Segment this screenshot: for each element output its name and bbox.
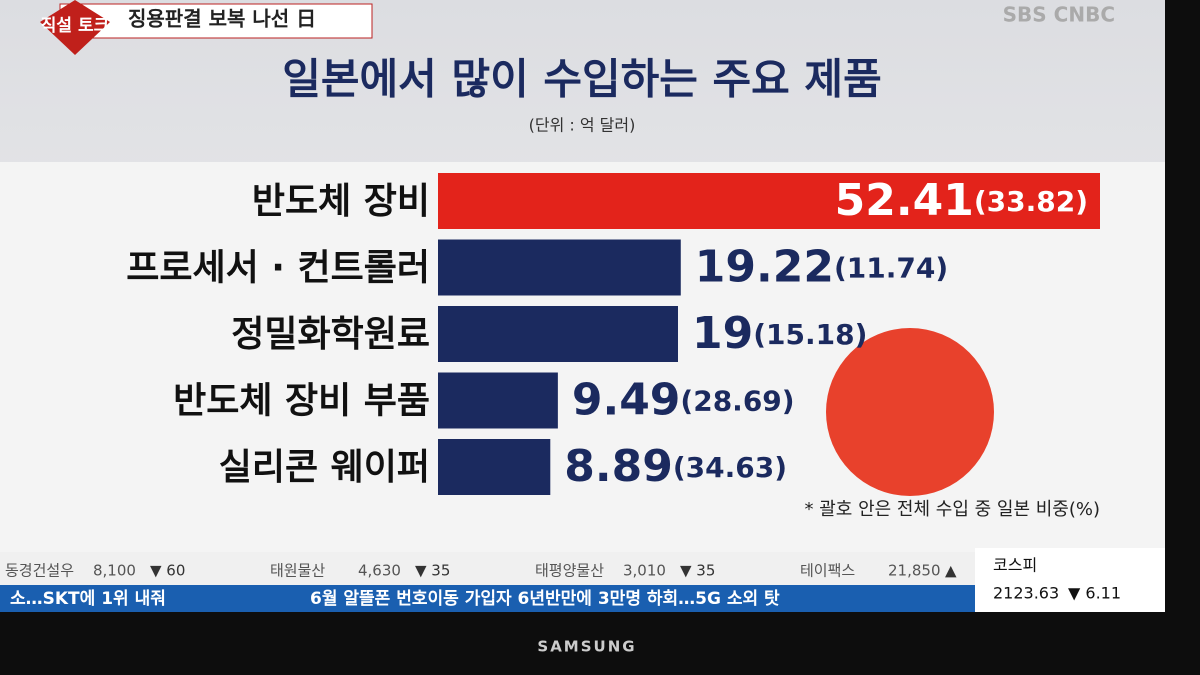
share-label: (11.74): [834, 252, 948, 285]
stock-ticker: [0, 555, 975, 585]
note: * 괄호 안은 전체 수입 중 일본 비중(%): [805, 499, 1100, 520]
stock-change: ▼ 35: [680, 562, 715, 580]
category-label: 실리콘 웨이퍼: [219, 447, 430, 488]
stock-change: ▲: [945, 562, 957, 580]
japan-flag-circle: [826, 328, 994, 496]
value-label-group: 9.49(28.69): [572, 375, 795, 426]
value-label: 9.49: [572, 375, 681, 426]
stock-name: 동경건설우: [5, 562, 74, 580]
category-label: 반도체 장비 부품: [173, 381, 430, 422]
value-label: 19: [692, 308, 753, 359]
chart-title: 일본에서 많이 수입하는 주요 제품: [282, 55, 881, 104]
headline: 징용판결 보복 나선 日: [128, 7, 316, 31]
brand: SAMSUNG: [537, 638, 636, 656]
headline-box: [59, 3, 373, 39]
news-item: 소…SKT에 1위 내줘: [10, 589, 166, 609]
stock-change: ▼ 60: [150, 562, 185, 580]
share-label: (28.69): [680, 385, 794, 418]
tag-badge: [40, 0, 110, 55]
value-label-group: 8.89(34.63): [564, 441, 787, 492]
share-label: (15.18): [753, 318, 867, 351]
index-box: [975, 548, 1165, 612]
index-name: 코스피: [993, 556, 1037, 575]
category-label: 반도체 장비: [252, 181, 430, 222]
channel-logo: SBS CNBC: [1003, 3, 1115, 27]
stock-name: 태원물산: [270, 562, 325, 580]
news-item: 6월 알뜰폰 번호이동 가입자 6년반만에 3만명 하회…5G 소외 탓: [310, 589, 780, 609]
index-value: 2123.63: [993, 584, 1059, 603]
stock-price: 8,100: [93, 562, 136, 580]
value-label: 19.22: [695, 242, 834, 293]
bar: [438, 439, 551, 495]
bar: [438, 173, 1100, 229]
value-label-group: 19(15.18): [692, 308, 867, 359]
value-label: 8.89: [564, 441, 673, 492]
stock-price: 4,630: [358, 562, 401, 580]
value-label-group: 19.22(11.74): [695, 242, 948, 293]
news-ticker: [0, 585, 975, 612]
chart-subtitle: (단위 : 억 달러): [529, 116, 636, 135]
stock-name: 태평양물산: [535, 562, 604, 580]
stock-change: ▼ 35: [415, 562, 450, 580]
bar: [438, 239, 681, 296]
stock-price: 3,010: [623, 562, 666, 580]
stock-price: 21,850: [888, 562, 941, 580]
value-label: 52.41: [835, 175, 974, 226]
bar: [438, 372, 558, 429]
program-tag: 직설 토크: [41, 16, 110, 36]
stock-name: 테이팩스: [800, 562, 855, 580]
category-label: 정밀화학원료: [231, 314, 430, 355]
index-change: ▼ 6.11: [1068, 584, 1121, 603]
category-label: 프로세서 · 컨트롤러: [126, 248, 430, 289]
bar: [438, 306, 678, 362]
share-label: (34.63): [673, 451, 787, 484]
value-label-group: 52.41(33.82): [835, 175, 1088, 226]
share-label: (33.82): [974, 185, 1088, 218]
